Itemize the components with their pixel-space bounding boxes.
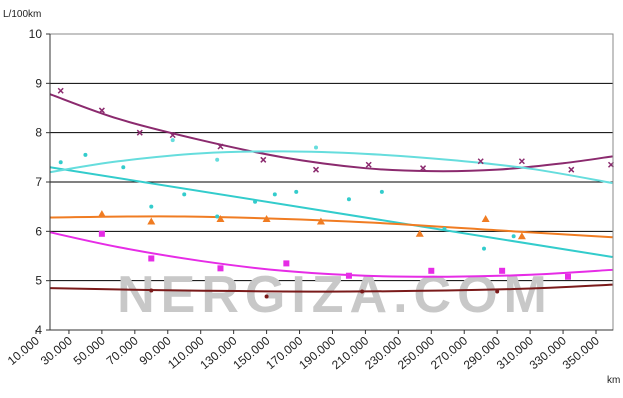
axes [35,33,614,334]
y-tick-label: 7 [35,175,42,189]
data-point-series-3 [314,145,318,150]
y-tick-label: 4 [35,323,42,337]
data-point-series-4 [147,217,156,225]
data-point-series-1 [136,129,143,136]
data-point-series-5 [499,267,506,274]
data-point-series-1 [260,156,267,163]
x-tick-label: 350.000 [560,333,602,372]
data-point-series-4 [415,229,424,237]
data-point-series-5 [98,230,105,237]
data-point-series-2 [272,192,277,197]
x-tick-label: 30.000 [38,333,75,368]
data-point-series-1 [365,161,372,168]
x-axis-label: km [607,375,620,386]
data-point-series-6 [360,289,365,294]
data-point-series-3 [170,138,175,143]
y-tick-label: 9 [35,76,42,90]
y-tick-label: 6 [35,224,42,238]
data-point-series-3 [215,157,220,162]
y-tick-label: 8 [35,126,42,140]
data-point-series-5 [565,273,571,280]
trend-line-series-3 [49,150,613,184]
data-point-series-2 [442,226,447,231]
x-tick-label: 50.000 [71,333,108,368]
data-point-series-2 [253,199,258,204]
data-point-series-4 [216,215,225,222]
y-tick-label: 10 [29,27,43,41]
data-point-series-6 [264,294,269,299]
data-point-series-5 [345,272,352,279]
data-point-series-1 [568,166,575,173]
data-point-series-1 [312,166,320,173]
data-point-series-2 [511,234,516,239]
x-tick-label: 10.000 [5,333,42,368]
data-point-series-2 [346,197,351,202]
data-point-series-1 [98,107,105,114]
data-point-series-2 [121,165,126,170]
x-tick-label: 70.000 [104,333,141,368]
trend-line-series-2 [49,166,613,258]
data-point-series-2 [149,204,154,209]
data-point-series-2 [182,192,187,197]
data-point-series-5 [217,265,224,272]
data-point-series-5 [283,260,290,267]
data-point-series-6 [149,288,154,293]
data-point-series-1 [169,132,176,139]
data-point-series-2 [482,246,486,251]
data-point-series-4 [262,215,271,222]
data-point-series-2 [215,214,220,219]
data-point-series-4 [316,217,325,225]
data-point-series-5 [148,255,155,262]
trend-lines [49,93,613,293]
y-tick-label: 5 [35,274,42,288]
trend-line-series-1 [49,93,613,173]
data-point-series-1 [477,158,484,165]
data-point-series-1 [217,143,224,150]
data-point-series-4 [481,215,490,222]
y-axis-label: L/100km [3,9,41,20]
trend-line-series-6 [49,283,613,293]
data-point-series-6 [495,289,500,294]
y-tick-labels: 4 5 6 7 8 9 10 [29,27,43,337]
data-point-series-1 [57,87,64,94]
data-point-series-4 [517,232,526,240]
data-point-series-2 [294,189,299,194]
data-point-series-2 [83,152,88,157]
data-point-series-4 [97,210,106,218]
data-point-series-5 [428,267,435,274]
data-point-series-1 [518,158,525,165]
data-point-series-2 [58,160,63,165]
trend-line-series-4 [49,215,613,239]
data-point-series-1 [420,165,427,172]
trend-line-series-5 [49,231,613,278]
data-point-series-2 [379,189,384,194]
x-tick-labels: 10.00030.00050.00070.00090.000110.000130… [5,333,602,372]
